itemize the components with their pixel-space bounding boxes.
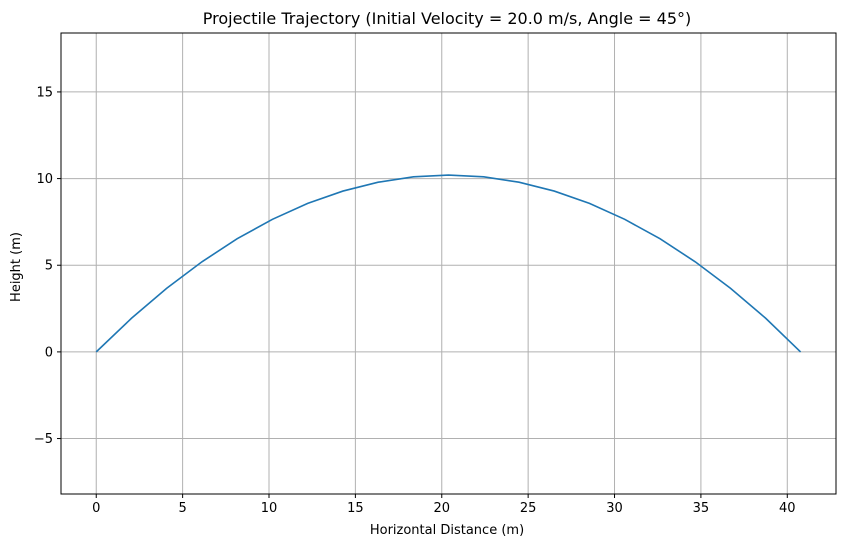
y-tick-label: −5: [34, 432, 53, 447]
y-tick-label: 5: [45, 259, 53, 274]
y-tick-label: 10: [36, 172, 53, 187]
y-tick-label: 0: [45, 345, 53, 360]
chart-title: Projectile Trajectory (Initial Velocity …: [203, 9, 692, 28]
plot-frame: [60, 32, 837, 495]
x-tick-label: 35: [693, 501, 710, 516]
x-tick-label: 15: [347, 501, 364, 516]
y-axis-label: Height (m): [9, 232, 24, 302]
x-tick-label: 5: [178, 501, 186, 516]
x-tick-label: 30: [606, 501, 623, 516]
series-group: [95, 174, 802, 353]
x-tick-label: 40: [779, 501, 796, 516]
x-tick-label: 20: [433, 501, 450, 516]
axis-ticks: 0 5 10 15 20 25 30 35 40 −5 0 5 10 15: [34, 85, 796, 516]
grid: [61, 33, 836, 494]
y-tick-label: 15: [36, 85, 53, 100]
x-axis-label: Horizontal Distance (m): [370, 523, 524, 538]
x-tick-label: 0: [92, 501, 100, 516]
trajectory-line: [95, 174, 802, 353]
x-tick-label: 25: [520, 501, 537, 516]
x-tick-label: 10: [261, 501, 278, 516]
